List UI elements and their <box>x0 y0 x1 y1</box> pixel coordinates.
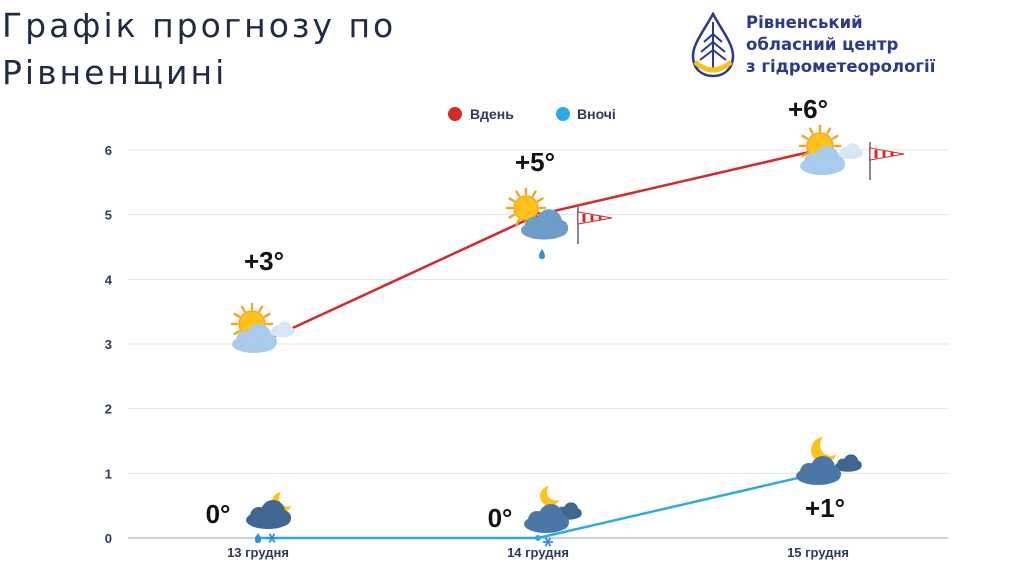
moon-cloud-rain-snow-icon <box>246 489 296 543</box>
legend-marker <box>448 107 462 121</box>
page-title: Графік прогнозу по Рівненщині <box>2 2 396 96</box>
data-label: 0° <box>488 503 513 533</box>
organization-name: Рівненський обласний центр з гідрометеор… <box>746 12 935 78</box>
legend-label: Вдень <box>470 106 514 122</box>
data-label: +1° <box>805 493 845 523</box>
water-drop-logo-icon <box>691 12 735 78</box>
organization-name-line-1: Рівненський <box>746 13 863 32</box>
y-tick-label: 6 <box>105 143 112 158</box>
legend-label: Вночі <box>577 106 616 122</box>
moon-cloud-snow-icon <box>524 483 582 547</box>
sun-behind-cloud-icon <box>230 302 295 353</box>
sun-behind-cloud-icon <box>798 124 863 175</box>
legend-marker <box>556 107 570 121</box>
moon-cloud-icon <box>796 433 862 485</box>
x-tick-label: 15 грудня <box>787 545 849 560</box>
page-title-line-2: Рівненщині <box>2 53 228 92</box>
windsock-icon <box>577 206 613 244</box>
y-tick-label: 5 <box>105 208 112 223</box>
day-series-line <box>257 148 819 346</box>
data-label: +3° <box>244 246 284 276</box>
y-tick-label: 1 <box>105 466 112 481</box>
y-tick-label: 2 <box>105 402 112 417</box>
organization-name-line-3: з гідрометеорології <box>746 57 936 76</box>
data-point <box>535 535 541 541</box>
y-tick-label: 0 <box>105 531 112 546</box>
data-label: +6° <box>788 94 828 124</box>
organization-name-line-2: обласний центр <box>746 35 899 54</box>
data-label: +5° <box>515 147 555 177</box>
page-title-line-1: Графік прогнозу по <box>2 6 397 45</box>
x-tick-label: 14 грудня <box>507 545 569 560</box>
y-tick-label: 4 <box>105 272 113 287</box>
y-tick-label: 3 <box>105 337 112 352</box>
data-label: 0° <box>206 499 231 529</box>
sun-cloud-rain-icon <box>505 187 569 259</box>
x-tick-label: 13 грудня <box>227 545 289 560</box>
organization-block: Рівненський обласний центр з гідрометеор… <box>690 12 1020 78</box>
windsock-icon <box>869 142 905 180</box>
